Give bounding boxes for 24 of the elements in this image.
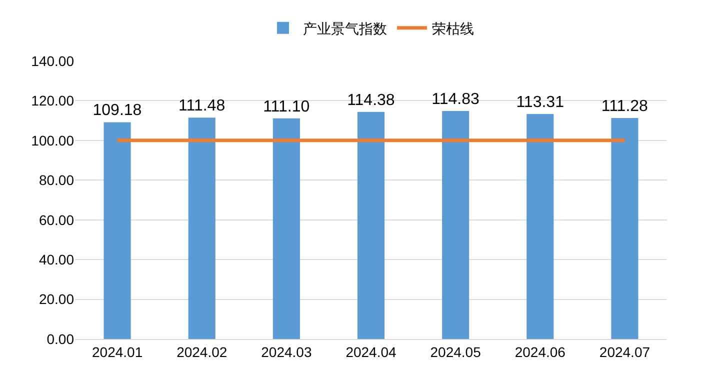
data-label: 109.18 xyxy=(92,102,142,120)
x-tick-label: 2024.07 xyxy=(599,344,650,360)
legend-label: 产业景气指数 xyxy=(303,20,387,36)
y-tick-label: 80.00 xyxy=(38,172,74,188)
data-label: 111.48 xyxy=(178,98,226,115)
data-label: 113.31 xyxy=(516,94,564,111)
y-tick-label: 120.00 xyxy=(31,92,74,109)
x-tick-label: 2024.03 xyxy=(261,344,312,360)
data-label: 114.83 xyxy=(432,90,480,108)
y-tick-label: 100.00 xyxy=(31,132,74,148)
data-label: 111.10 xyxy=(263,98,310,116)
data-label: 114.38 xyxy=(347,92,395,109)
x-tick-label: 2024.04 xyxy=(346,344,397,360)
x-tick-label: 2024.02 xyxy=(176,344,228,360)
x-tick-label: 2024.06 xyxy=(514,344,566,360)
legend-label: 荣枯线 xyxy=(432,20,474,36)
y-tick-label: 60.00 xyxy=(38,212,74,228)
x-tick-label: 2024.01 xyxy=(92,344,143,360)
x-tick-label: 2024.05 xyxy=(430,344,482,360)
y-tick-label: 40.00 xyxy=(38,251,74,268)
y-tick-label: 0.00 xyxy=(46,330,74,347)
data-label: 111.28 xyxy=(601,98,648,116)
y-tick-label: 140.00 xyxy=(31,52,74,69)
y-tick-label: 20.00 xyxy=(38,291,74,308)
